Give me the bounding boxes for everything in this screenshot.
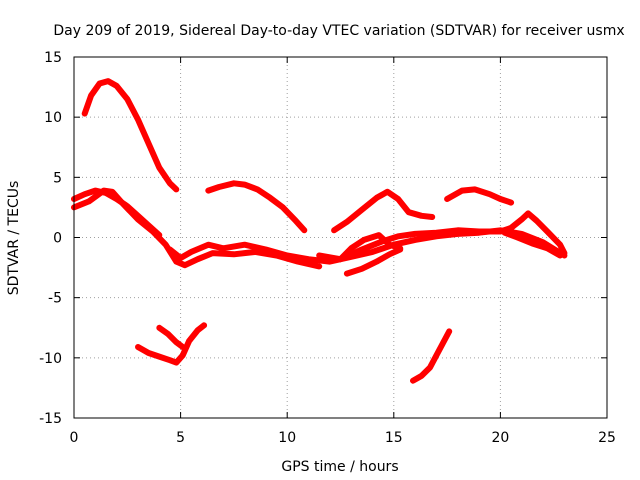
series-arc-13 bbox=[156, 324, 186, 350]
series-arc-12 bbox=[135, 322, 208, 366]
series-arc-8 bbox=[316, 210, 568, 263]
y-tick-label: 10 bbox=[44, 110, 62, 126]
y-tick-label: 5 bbox=[53, 170, 62, 186]
series-arc-14 bbox=[410, 328, 453, 384]
data-series bbox=[71, 78, 568, 384]
x-tick-label: 15 bbox=[385, 430, 403, 446]
series-arc-6 bbox=[331, 188, 436, 234]
x-axis-label: GPS time / hours bbox=[281, 459, 398, 475]
series-arc-10 bbox=[343, 246, 404, 277]
y-tick-label: -15 bbox=[39, 411, 62, 427]
axis-ticks: 0 5 10 15 20 25 -15 -10 -5 0 5 10 15 bbox=[39, 50, 616, 446]
series-arc-5 bbox=[205, 180, 308, 234]
series-arc-11 bbox=[501, 229, 564, 259]
series-arc-1 bbox=[81, 78, 180, 193]
series-arc-7 bbox=[444, 186, 515, 206]
y-tick-label: 15 bbox=[44, 50, 62, 66]
y-axis-label: SDTVAR / TECUs bbox=[6, 181, 22, 296]
x-tick-label: 25 bbox=[598, 430, 616, 446]
chart-title: Day 209 of 2019, Sidereal Day-to-day VTE… bbox=[53, 23, 624, 39]
series-arc-3 bbox=[71, 187, 323, 270]
x-tick-label: 10 bbox=[278, 430, 296, 446]
x-tick-label: 5 bbox=[176, 430, 185, 446]
x-tick-label: 20 bbox=[491, 430, 509, 446]
y-tick-label: -10 bbox=[39, 351, 62, 367]
y-tick-label: -5 bbox=[48, 291, 62, 307]
series-arc-9 bbox=[337, 232, 404, 263]
x-tick-label: 0 bbox=[70, 430, 79, 446]
y-tick-label: 0 bbox=[53, 231, 62, 247]
